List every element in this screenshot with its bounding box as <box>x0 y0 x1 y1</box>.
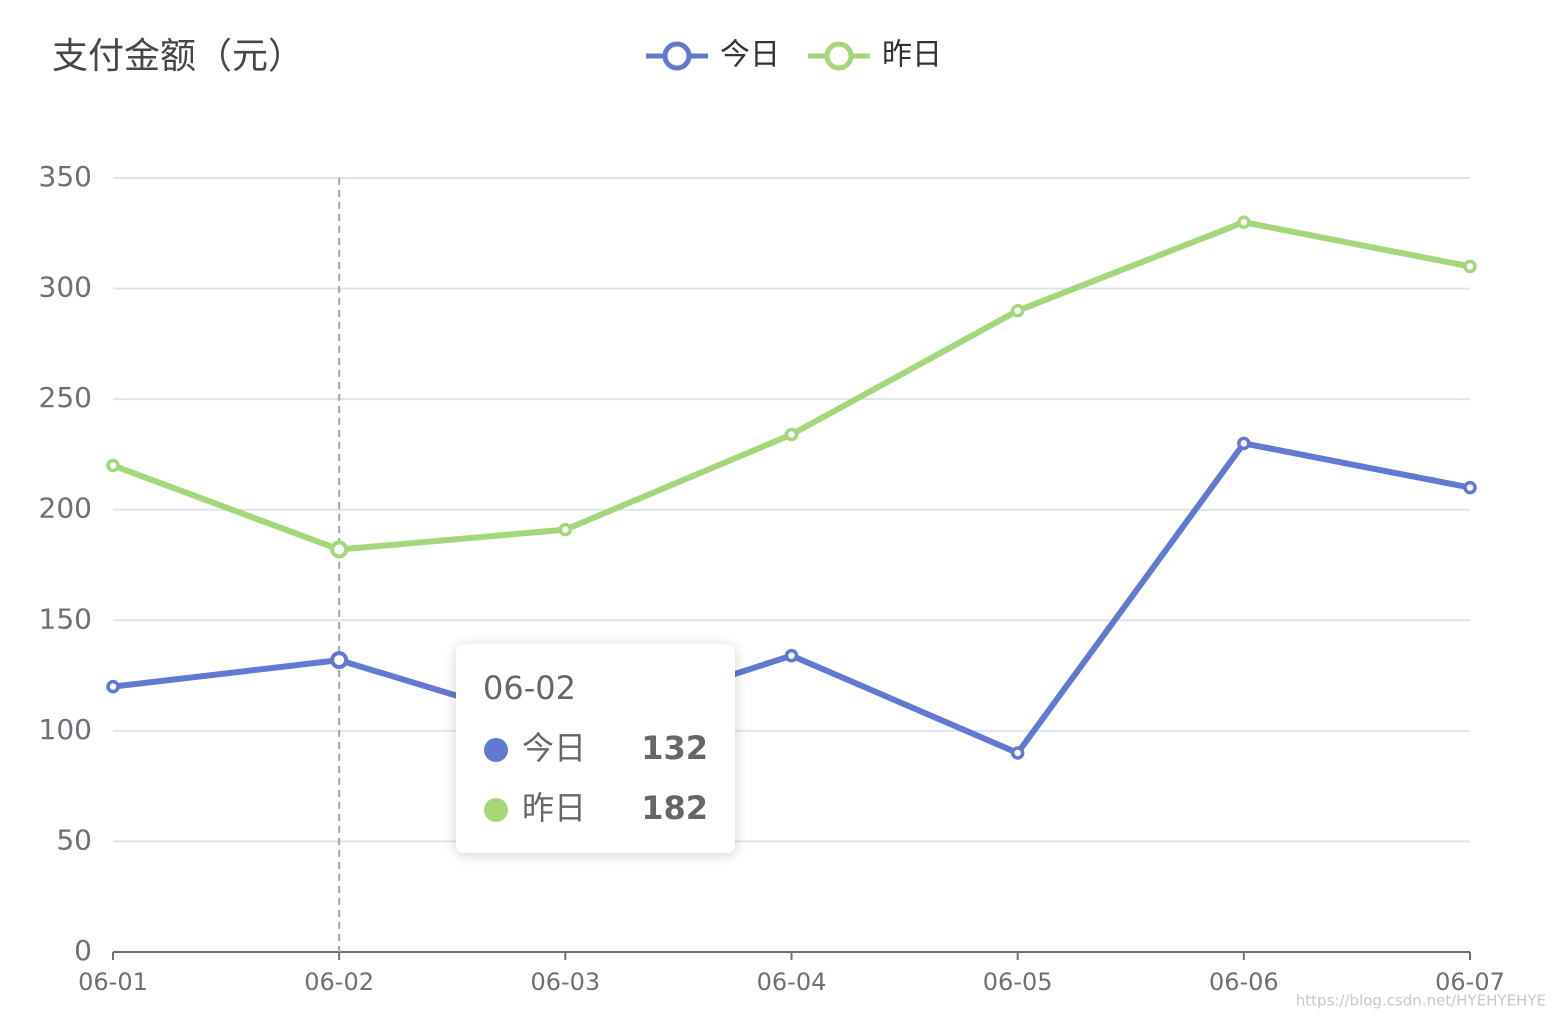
data-point <box>106 458 120 473</box>
data-point <box>106 679 120 694</box>
tooltip: 06-02 今日 132 昨日 182 <box>456 644 735 853</box>
y-tick-label: 100 <box>39 713 92 746</box>
y-tick-label: 50 <box>56 823 92 856</box>
x-tick-label: 06-06 <box>1209 968 1279 996</box>
tooltip-value: 132 <box>641 729 708 767</box>
tooltip-title: 06-02 <box>483 669 576 707</box>
legend-label: 今日 <box>720 38 780 73</box>
series-line <box>112 440 1471 756</box>
chart-title: 支付金额（元） <box>52 36 304 77</box>
tooltip-value: 182 <box>641 789 708 827</box>
x-tick-label: 06-02 <box>304 968 374 996</box>
tooltip-marker <box>484 738 508 762</box>
legend-marker <box>824 41 854 71</box>
data-point <box>1463 480 1477 495</box>
data-point <box>784 427 799 442</box>
legend-marker <box>662 41 692 71</box>
y-tick-label: 0 <box>74 934 92 967</box>
data-point <box>330 540 349 559</box>
tooltip-box <box>456 644 735 853</box>
data-point <box>1463 259 1477 274</box>
tooltip-marker <box>484 798 508 822</box>
x-tick-label: 06-05 <box>983 968 1053 996</box>
x-tick-label: 06-04 <box>757 968 827 996</box>
tooltip-name: 今日 <box>522 729 586 767</box>
data-point <box>1010 746 1025 760</box>
data-point <box>784 648 799 663</box>
y-tick-label: 200 <box>39 492 92 525</box>
y-tick-label: 350 <box>39 160 92 193</box>
legend-label: 昨日 <box>882 38 942 73</box>
y-tick-label: 250 <box>39 381 92 414</box>
data-point <box>1237 215 1251 229</box>
data-point <box>1010 303 1025 318</box>
x-tick-label: 06-01 <box>78 968 148 996</box>
tooltip-name: 昨日 <box>522 789 586 827</box>
y-tick-label: 150 <box>39 602 92 635</box>
watermark: https://blog.csdn.net/HYEHYEHYE <box>1296 992 1546 1010</box>
data-point <box>330 651 349 670</box>
x-tick-label: 06-03 <box>530 968 600 996</box>
series-line <box>111 219 1471 553</box>
data-point <box>558 522 573 537</box>
y-tick-label: 300 <box>39 271 92 304</box>
data-point <box>1237 436 1251 451</box>
x-tick-label: 06-07 <box>1435 968 1505 996</box>
